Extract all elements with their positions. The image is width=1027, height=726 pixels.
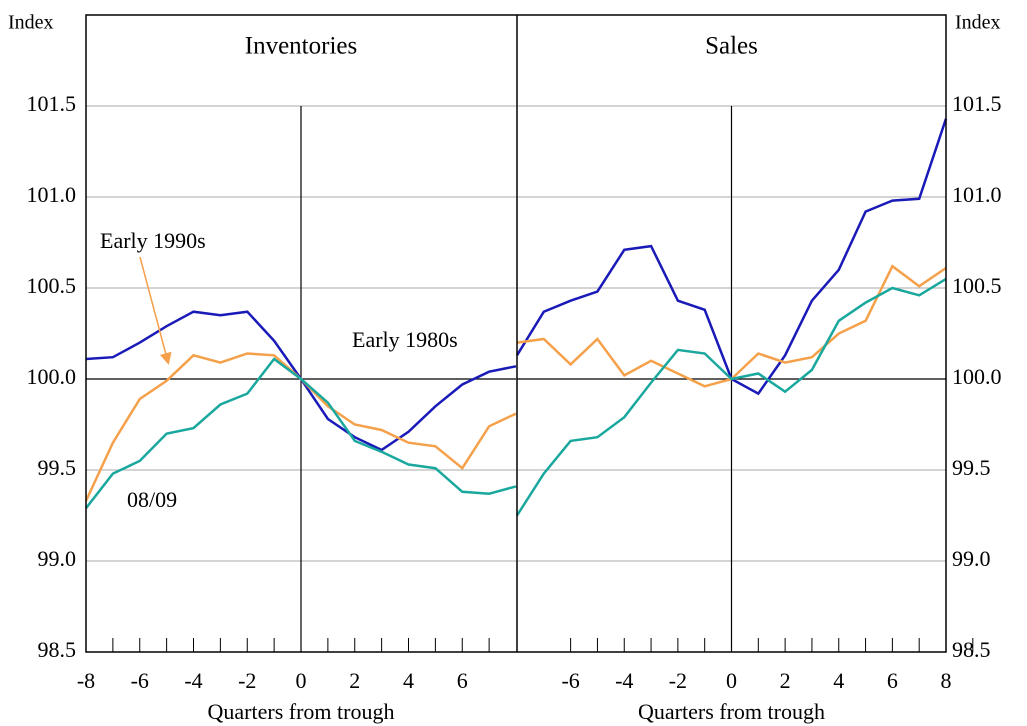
y-tick-label: 100.5 bbox=[952, 273, 1002, 298]
y-tick-label: 101.5 bbox=[952, 91, 1002, 116]
y-tick-label: 100.0 bbox=[952, 364, 1002, 389]
x-tick-label: 0 bbox=[726, 668, 737, 693]
y-tick-label: 101.5 bbox=[27, 91, 77, 116]
y-tick-label: 101.0 bbox=[27, 182, 77, 207]
annotation-arrow bbox=[139, 256, 172, 365]
y-tick-label: 98.5 bbox=[38, 637, 77, 662]
x-tick-label: 2 bbox=[349, 668, 360, 693]
panel-title: Sales bbox=[705, 33, 758, 60]
annotation: 08/09 bbox=[127, 487, 177, 512]
x-tick-label: -2 bbox=[238, 668, 256, 693]
y-axis-label: Index bbox=[955, 12, 1001, 34]
y-tick-label: 101.0 bbox=[952, 182, 1002, 207]
x-tick-label: 0 bbox=[296, 668, 307, 693]
x-axis-label: Quarters from trough bbox=[638, 699, 825, 724]
x-tick-label: 8 bbox=[941, 668, 952, 693]
x-tick-label: -8 bbox=[77, 668, 95, 693]
annotation: Early 1980s bbox=[352, 327, 458, 352]
y-tick-label: 99.5 bbox=[38, 455, 77, 480]
y-tick-label: 99.0 bbox=[38, 546, 77, 571]
y-tick-label: 100.5 bbox=[27, 273, 77, 298]
x-axis-label: Quarters from trough bbox=[208, 699, 395, 724]
annotation: Early 1990s bbox=[100, 228, 206, 253]
x-tick-label: -6 bbox=[131, 668, 149, 693]
y-axis-label: Index bbox=[8, 12, 54, 34]
series-line bbox=[515, 277, 947, 517]
series-line bbox=[85, 357, 517, 509]
frame bbox=[85, 14, 947, 653]
x-tick-label: -2 bbox=[669, 668, 687, 693]
x-tick-label: 6 bbox=[887, 668, 898, 693]
y-tick-label: 100.0 bbox=[27, 364, 77, 389]
x-tick-label: -6 bbox=[561, 668, 579, 693]
y-tick-label: 99.0 bbox=[952, 546, 991, 571]
x-tick-label: 4 bbox=[833, 668, 844, 693]
x-tick-label: -4 bbox=[615, 668, 633, 693]
x-tick-label: 6 bbox=[457, 668, 468, 693]
panel-title: Inventories bbox=[245, 33, 357, 60]
x-tick-label: 4 bbox=[403, 668, 414, 693]
x-tick-label: -4 bbox=[184, 668, 202, 693]
y-tick-label: 99.5 bbox=[952, 455, 991, 480]
x-tick-label: 2 bbox=[780, 668, 791, 693]
y-tick-label: 98.5 bbox=[952, 637, 991, 662]
